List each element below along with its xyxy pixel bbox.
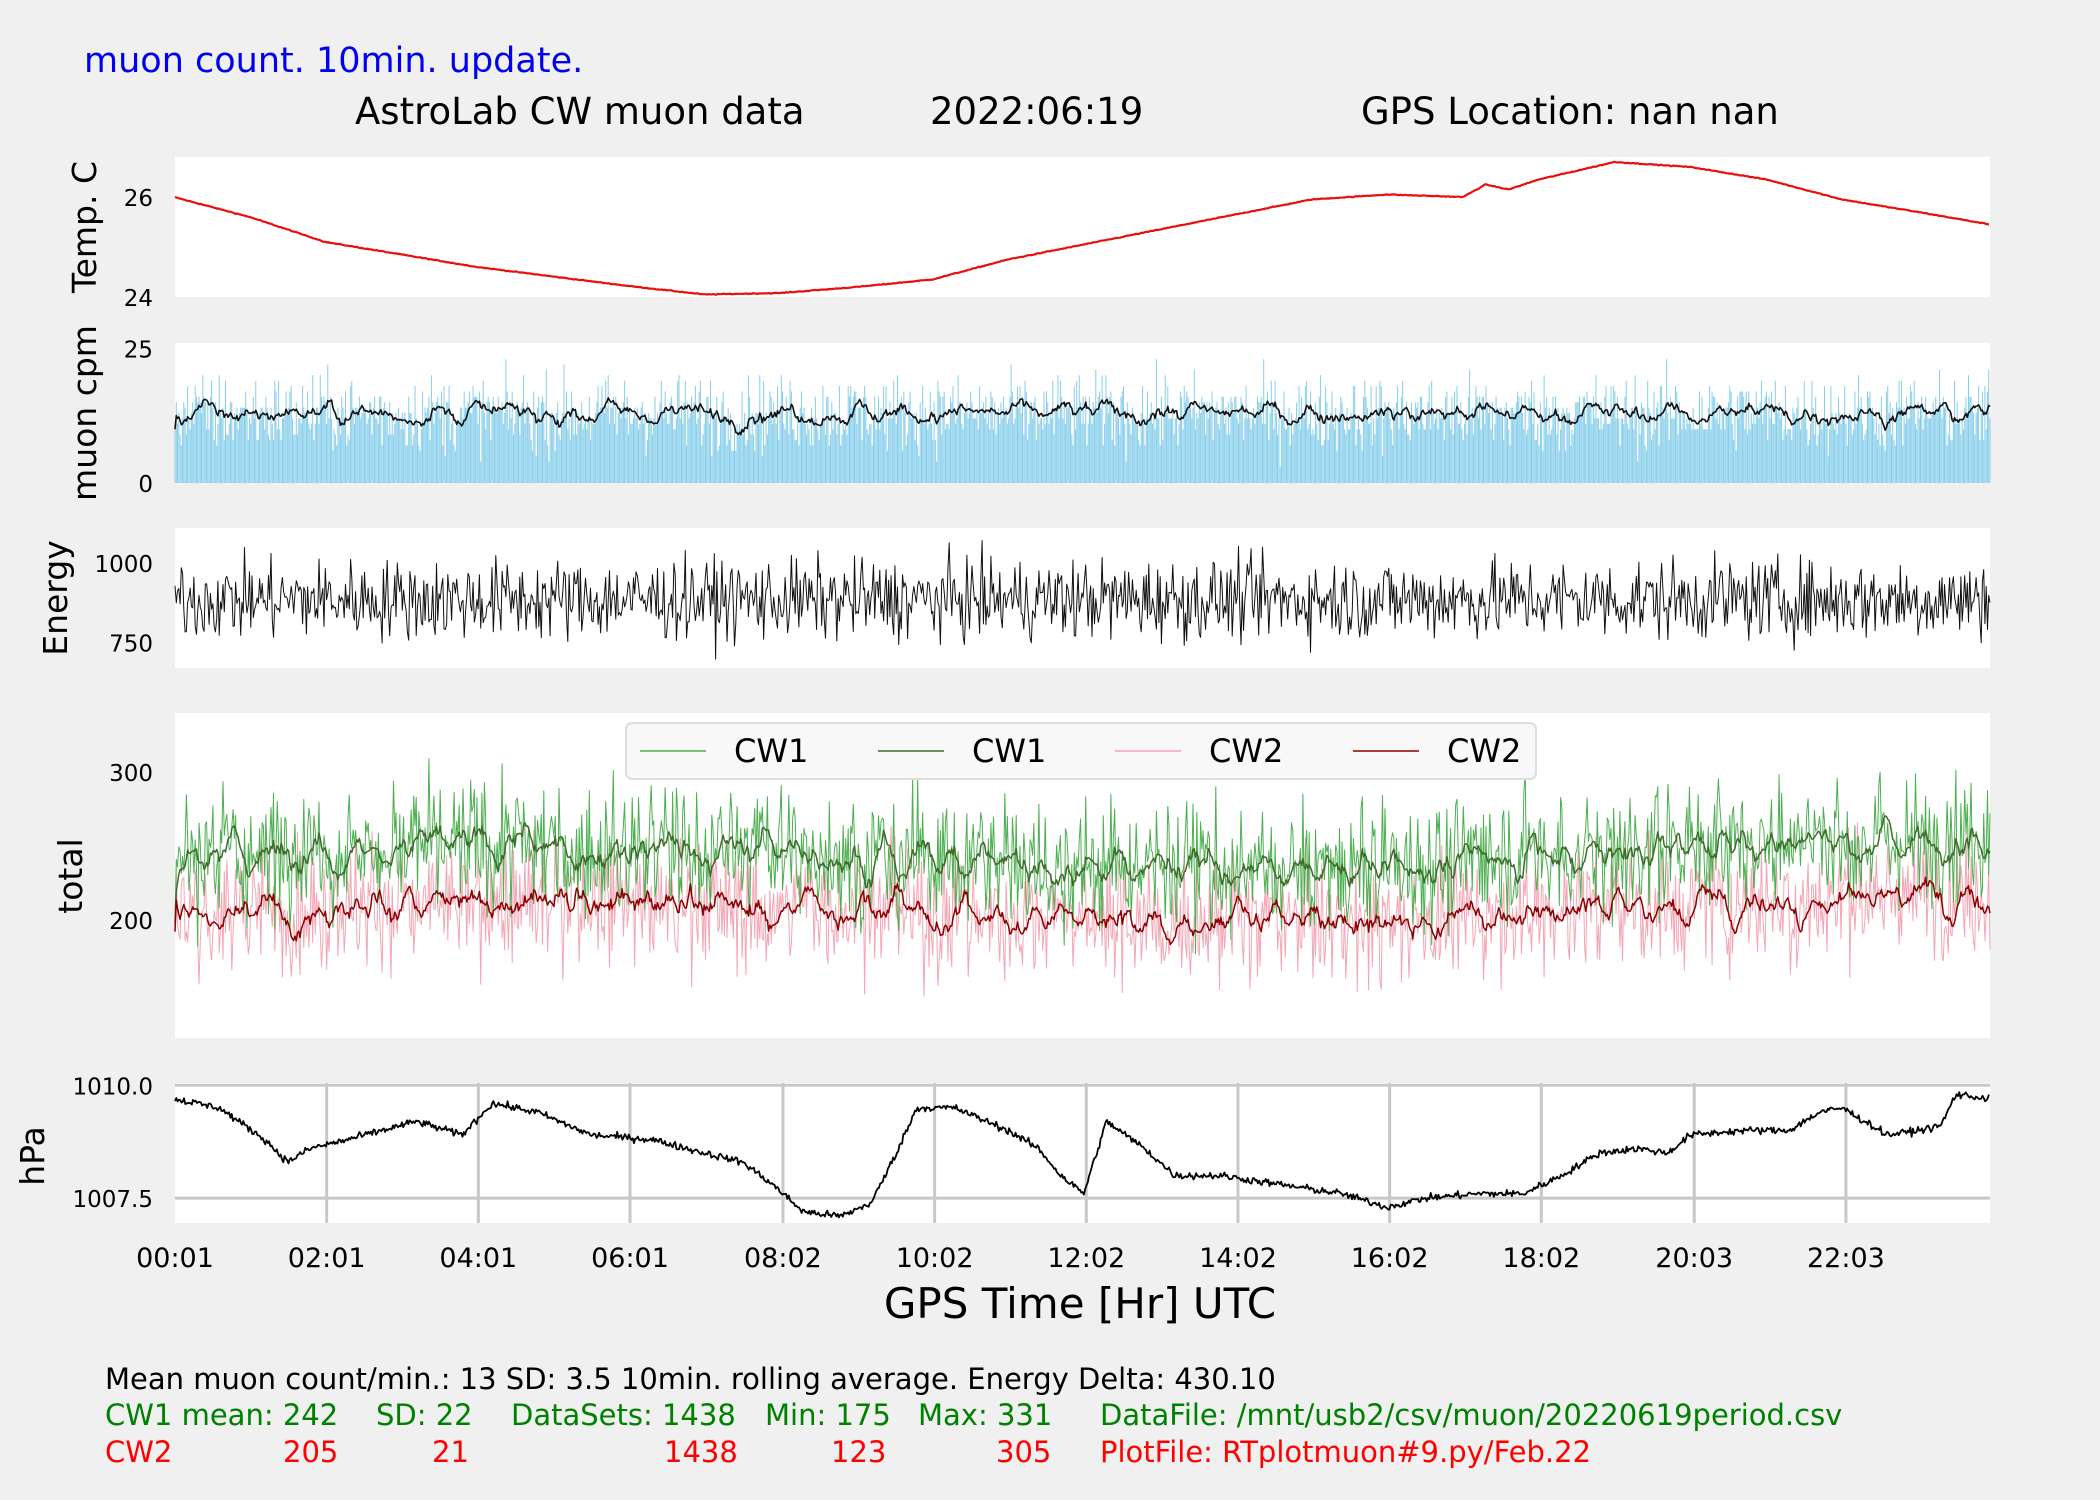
pressure-series-line [174, 1091, 1990, 1219]
cw1-sd: SD: 22 [376, 1398, 473, 1432]
temperature-panel [175, 157, 1990, 297]
muon_cpm-ytick-1: 25 [124, 337, 153, 363]
pressure-ytick-0: 1007.5 [73, 1187, 153, 1213]
total-legend: CW1 CW1 CW2 CW2 [625, 722, 1537, 780]
total-ytick-1: 300 [109, 761, 153, 787]
cw2-datasets: 1438 [664, 1435, 738, 1469]
energy-ytick-0: 750 [109, 632, 153, 658]
cw1-rolling-average [174, 815, 1991, 924]
muon-cpm-rolling-average [174, 397, 1991, 436]
x-tick-5: 10:02 [896, 1243, 974, 1274]
cw2-name: CW2 [105, 1435, 172, 1469]
x-tick-3: 06:01 [591, 1243, 669, 1274]
muon-cpm-ylabel: muon cpm [65, 325, 104, 501]
cw1-raw-line [174, 758, 1991, 955]
muon_cpm-ytick-0: 0 [138, 472, 153, 498]
x-tick-7: 14:02 [1199, 1243, 1277, 1274]
x-tick-labels: 00:01 02:01 04:01 06:01 08:02 10:02 12:02 14:02… [136, 1243, 1885, 1274]
chart-title: AstroLab CW muon data [355, 90, 805, 133]
x-axis-label: GPS Time [Hr] UTC [884, 1279, 1276, 1328]
cw1-mean: CW1 mean: 242 [105, 1398, 338, 1432]
legend-label-1: CW1 [972, 732, 1046, 770]
cw2-sd: 21 [432, 1435, 469, 1469]
pressure-panel [175, 1083, 1990, 1223]
temperature-plot [174, 160, 1990, 296]
muon-cpm-plot [174, 359, 1991, 483]
gps-location: GPS Location: nan nan [1361, 90, 1779, 133]
temperature-ytick-0: 24 [124, 286, 153, 312]
legend-label-3: CW2 [1447, 732, 1521, 770]
x-tick-10: 20:03 [1655, 1243, 1733, 1274]
legend-label-0: CW1 [734, 732, 808, 770]
cw1-datasets: DataSets: 1438 [511, 1398, 736, 1432]
legend-label-2: CW2 [1209, 732, 1283, 770]
x-tick-9: 18:02 [1502, 1243, 1580, 1274]
cw2-max: 305 [996, 1435, 1051, 1469]
energy-plot [174, 540, 1991, 660]
temperature-series-line [174, 160, 1990, 296]
temperature-ytick-1: 26 [124, 186, 153, 212]
muon-cpm-bars [174, 359, 1991, 483]
cw2-mean: 205 [283, 1435, 338, 1469]
cw1-max: Max: 331 [918, 1398, 1052, 1432]
x-tick-1: 02:01 [288, 1243, 366, 1274]
plot-file: PlotFile: RTplotmuon#9.py/Feb.22 [1100, 1435, 1591, 1469]
muon-cpm-panel [175, 343, 1990, 483]
cw2-rolling-average [174, 876, 1991, 946]
x-tick-4: 08:02 [744, 1243, 822, 1274]
total-ylabel: total [51, 838, 90, 913]
pressure-plot [174, 1091, 1990, 1219]
pressure-grid [175, 1083, 1990, 1223]
pressure-ylabel: hPa [13, 1126, 52, 1186]
y-tick-labels: 24 26 0 25 750 1000 200 300 1007.5 1010.0 [73, 186, 153, 1213]
energy-ylabel: Energy [36, 540, 75, 656]
total-plot [174, 758, 1991, 997]
x-tick-0: 00:01 [136, 1243, 214, 1274]
legend-box [625, 722, 1537, 780]
pressure-ytick-1: 1010.0 [73, 1074, 153, 1100]
cw2-min: 123 [831, 1435, 886, 1469]
energy-series-line [174, 540, 1991, 660]
total-ytick-0: 200 [109, 909, 153, 935]
cw1-min: Min: 175 [765, 1398, 891, 1432]
x-tick-11: 22:03 [1807, 1243, 1885, 1274]
chart-date: 2022:06:19 [930, 90, 1143, 133]
x-tick-2: 04:01 [439, 1243, 517, 1274]
x-tick-8: 16:02 [1351, 1243, 1429, 1274]
data-file: DataFile: /mnt/usb2/csv/muon/20220619per… [1100, 1398, 1842, 1432]
update-note: muon count. 10min. update. [84, 41, 583, 81]
info-summary: Mean muon count/min.: 13 SD: 3.5 10min. … [105, 1362, 1276, 1396]
x-tick-6: 12:02 [1047, 1243, 1125, 1274]
energy-ytick-1: 1000 [94, 552, 153, 578]
temperature-ylabel: Temp. C [65, 161, 104, 294]
